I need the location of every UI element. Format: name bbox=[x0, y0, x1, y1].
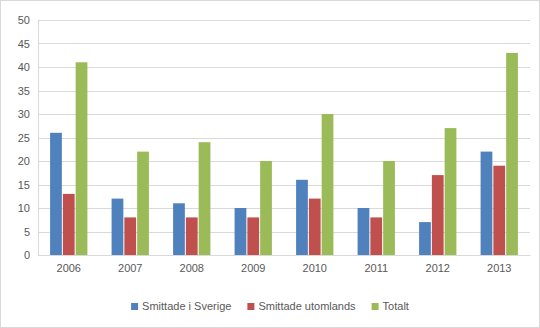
y-tick-label: 40 bbox=[18, 61, 30, 73]
y-tick: 20 bbox=[18, 155, 38, 167]
grid-line bbox=[38, 43, 530, 44]
y-axis-line bbox=[38, 21, 39, 256]
bar bbox=[235, 208, 247, 255]
plot-area: 0 5 10 15 20 25 30 35 40 45 50 2006 2007 2008 2009 2010… bbox=[18, 14, 531, 274]
legend-item: Smittade i Sverige bbox=[131, 300, 231, 312]
bar bbox=[76, 62, 88, 255]
bar bbox=[186, 217, 198, 255]
x-tick: 2011 bbox=[364, 255, 388, 274]
bar bbox=[370, 217, 382, 255]
chart-border bbox=[1, 1, 540, 328]
grid-line bbox=[38, 114, 530, 115]
series bbox=[63, 166, 505, 255]
bar bbox=[432, 175, 444, 255]
y-tick-label: 5 bbox=[24, 226, 30, 238]
bar bbox=[445, 128, 457, 255]
grid-line bbox=[38, 20, 530, 21]
y-tick-label: 50 bbox=[18, 14, 30, 26]
bar bbox=[296, 180, 308, 255]
bar bbox=[247, 217, 259, 255]
y-axis: 0 5 10 15 20 25 30 35 40 45 50 bbox=[18, 14, 39, 261]
x-tick-label: 2011 bbox=[364, 262, 388, 274]
legend-label: Smittade utomlands bbox=[258, 300, 356, 312]
bar bbox=[481, 152, 493, 255]
x-tick: 2010 bbox=[303, 255, 327, 274]
y-tick-label: 20 bbox=[18, 155, 30, 167]
x-axis-line bbox=[39, 255, 531, 256]
x-tick-label: 2008 bbox=[180, 262, 204, 274]
bar bbox=[260, 161, 272, 255]
x-tick: 2009 bbox=[241, 255, 265, 274]
legend-item: Smittade utomlands bbox=[247, 300, 356, 312]
x-tick-label: 2009 bbox=[241, 262, 265, 274]
y-tick: 50 bbox=[18, 14, 38, 26]
legend-item: Totalt bbox=[372, 300, 409, 312]
bar bbox=[173, 203, 185, 255]
legend-swatch bbox=[131, 303, 138, 310]
x-axis: 2006 2007 2008 2009 2010 2011 2012 2013 bbox=[39, 255, 531, 274]
x-tick-label: 2012 bbox=[426, 262, 450, 274]
x-tick: 2008 bbox=[180, 255, 204, 274]
y-tick-label: 30 bbox=[18, 108, 30, 120]
y-tick: 10 bbox=[18, 202, 38, 214]
y-tick: 30 bbox=[18, 108, 38, 120]
bar bbox=[199, 142, 211, 255]
bar bbox=[63, 194, 75, 255]
y-tick-label: 25 bbox=[18, 132, 30, 144]
bar bbox=[383, 161, 395, 255]
y-tick-label: 10 bbox=[18, 202, 30, 214]
bar bbox=[50, 133, 62, 255]
y-tick-label: 45 bbox=[18, 38, 30, 50]
y-tick-label: 0 bbox=[24, 249, 30, 261]
y-tick: 25 bbox=[18, 132, 38, 144]
x-tick-label: 2006 bbox=[57, 262, 81, 274]
y-tick-label: 15 bbox=[18, 179, 30, 191]
x-tick: 2007 bbox=[118, 255, 142, 274]
x-tick-label: 2010 bbox=[303, 262, 327, 274]
bar bbox=[137, 152, 149, 255]
x-tick: 2013 bbox=[487, 255, 511, 274]
bars bbox=[50, 53, 518, 255]
y-tick: 35 bbox=[18, 85, 38, 97]
legend: Smittade i Sverige Smittade utomlands Tota… bbox=[131, 300, 409, 312]
grid-line bbox=[38, 91, 530, 92]
y-tick: 40 bbox=[18, 61, 38, 73]
y-tick-label: 35 bbox=[18, 85, 30, 97]
bar bbox=[358, 208, 370, 255]
bar bbox=[506, 53, 518, 255]
x-tick-label: 2007 bbox=[118, 262, 142, 274]
x-tick: 2006 bbox=[57, 255, 81, 274]
chart: 0 5 10 15 20 25 30 35 40 45 50 2006 2007 2008 2009 2010… bbox=[0, 0, 540, 328]
x-tick: 2012 bbox=[426, 255, 450, 274]
legend-swatch bbox=[372, 303, 379, 310]
x-tick-label: 2013 bbox=[487, 262, 511, 274]
series bbox=[50, 133, 492, 255]
legend-swatch bbox=[247, 303, 254, 310]
legend-label: Smittade i Sverige bbox=[142, 300, 231, 312]
bar bbox=[322, 114, 334, 255]
y-tick: 15 bbox=[18, 179, 38, 191]
legend-label: Totalt bbox=[383, 300, 409, 312]
grid-line bbox=[38, 255, 530, 256]
series bbox=[76, 53, 518, 255]
bar bbox=[124, 217, 136, 255]
bar bbox=[309, 199, 321, 255]
bar bbox=[493, 166, 505, 255]
grid bbox=[38, 21, 530, 256]
y-tick: 45 bbox=[18, 38, 38, 50]
y-tick: 5 bbox=[24, 226, 38, 238]
bar bbox=[419, 222, 431, 255]
bar bbox=[112, 199, 124, 255]
y-tick: 0 bbox=[24, 249, 38, 261]
grid-line bbox=[38, 67, 530, 68]
